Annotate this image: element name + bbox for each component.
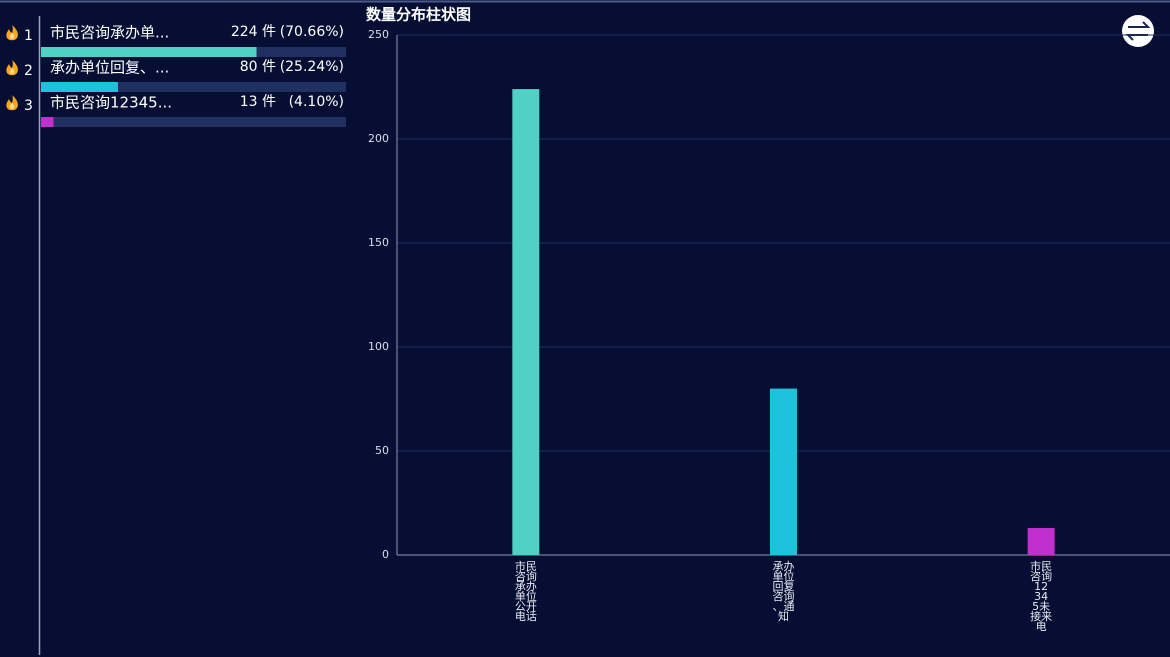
progress-track	[41, 117, 346, 127]
flame-core	[9, 33, 15, 39]
item-name: 市民咨询12345...	[50, 94, 172, 112]
toggle-circle[interactable]	[1122, 15, 1154, 47]
flame-icon	[6, 95, 18, 111]
x-tick-label: 承办单位回复咨询、通知	[773, 560, 795, 623]
rank-number: 1	[24, 28, 33, 44]
rank-number: 3	[24, 98, 33, 114]
x-tick-label: 市民咨询 12 34 5未接来电	[1030, 559, 1052, 633]
flame-icon	[6, 25, 18, 41]
item-percent: (70.66%)	[280, 24, 344, 40]
y-tick-label: 150	[368, 236, 389, 249]
x-tick-label: 市民咨询承办单位公开电话	[515, 559, 537, 623]
toggle-button[interactable]	[1122, 15, 1154, 47]
y-tick-label: 250	[368, 28, 389, 41]
y-tick-label: 50	[375, 444, 389, 457]
item-name: 承办单位回复、...	[50, 59, 169, 77]
progress-bar	[41, 82, 118, 92]
item-count: 224 件	[231, 24, 276, 40]
flame-core	[9, 68, 15, 74]
item-count: 13 件	[240, 94, 276, 110]
y-tick-label: 100	[368, 340, 389, 353]
bar	[1027, 527, 1055, 555]
progress-bar	[41, 117, 54, 127]
y-tick-label: 0	[382, 548, 389, 561]
progress-bar	[41, 47, 257, 57]
bar	[512, 89, 540, 555]
item-percent: (25.24%)	[280, 59, 344, 75]
item-percent: (4.10%)	[289, 94, 344, 110]
item-count: 80 件	[240, 59, 276, 75]
item-name: 市民咨询承办单...	[50, 24, 169, 42]
rank-number: 2	[24, 63, 33, 79]
flame-icon	[6, 60, 18, 76]
flame-core	[9, 103, 15, 109]
progress-track	[41, 82, 346, 92]
y-tick-label: 200	[368, 132, 389, 145]
chart-title: 数量分布柱状图	[366, 6, 471, 24]
bar	[770, 388, 797, 555]
